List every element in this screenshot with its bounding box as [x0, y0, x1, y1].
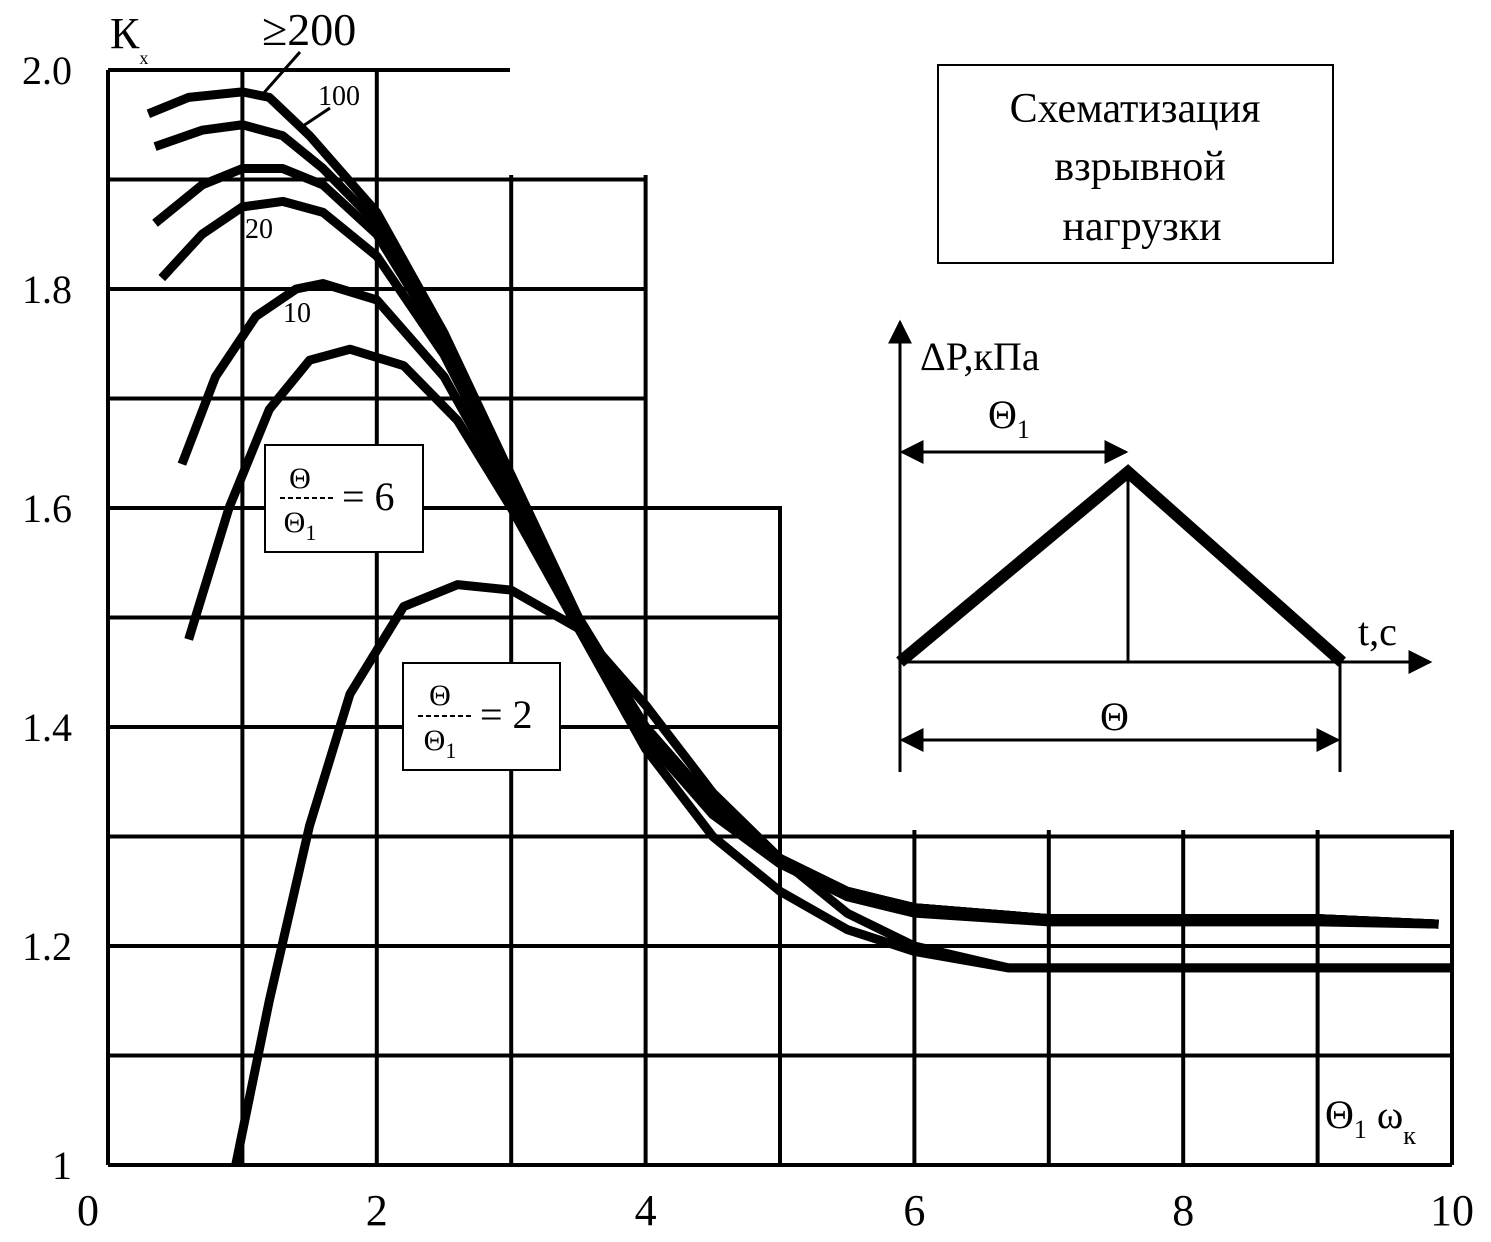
inset-title: нагрузки [1062, 204, 1221, 250]
ratio-numerator: Θ [289, 462, 311, 495]
inset-title: взрывной [1054, 144, 1225, 190]
series-label: = 6 [342, 474, 395, 519]
leader-line [299, 106, 331, 130]
ratio-box: Θ Θ1 = 2 [402, 662, 561, 771]
inset-y-label: ΔP,кПа [920, 334, 1040, 379]
x-tick-label: 0 [77, 1186, 99, 1235]
ratio-denominator: Θ1 [284, 506, 317, 545]
ratio-numerator: Θ [429, 679, 451, 712]
grid [106, 68, 1454, 1167]
x-tick-label: 2 [366, 1186, 388, 1235]
inset-title-box [937, 64, 1334, 264]
y-tick-label: 1.2 [22, 924, 72, 969]
x-tick-label: 4 [635, 1186, 657, 1235]
series-label: 100 [318, 81, 360, 112]
series-line [177, 279, 1439, 929]
inset-title: Схематизация [1010, 86, 1261, 132]
inset: Схематизация взрывной нагрузки ΔP,кПа t,… [888, 64, 1433, 772]
load-triangle [896, 464, 1346, 667]
series-line [158, 196, 1439, 929]
y-tick-label: 1.8 [22, 267, 72, 312]
curves [146, 87, 1452, 1166]
y-axis-label: Кx [110, 9, 148, 68]
x-tick-label: 10 [1430, 1186, 1474, 1235]
leader-line [260, 51, 302, 96]
y-tick-label: 2.0 [22, 48, 72, 93]
series-label: 10 [283, 298, 311, 329]
inset-x-label: t,c [1358, 609, 1397, 654]
series-line [231, 580, 1452, 1166]
ratio-denominator: Θ1 [424, 724, 457, 763]
x-axis-label: Θ1 ωк [1325, 1092, 1416, 1150]
series-label: ≥200 [262, 4, 356, 55]
series-label: = 2 [480, 692, 533, 737]
rise-label: Θ1 [988, 392, 1030, 444]
y-tick-label: 1.4 [22, 705, 72, 750]
x-tick-label: 8 [1172, 1186, 1194, 1235]
ratio-box: Θ Θ1 = 6 [264, 444, 424, 553]
y-tick-label: 1 [52, 1143, 72, 1188]
duration-label: Θ [1100, 694, 1129, 739]
y-tick-label: 1.6 [22, 486, 72, 531]
series-label: 20 [245, 214, 273, 245]
x-tick-label: 6 [903, 1186, 925, 1235]
